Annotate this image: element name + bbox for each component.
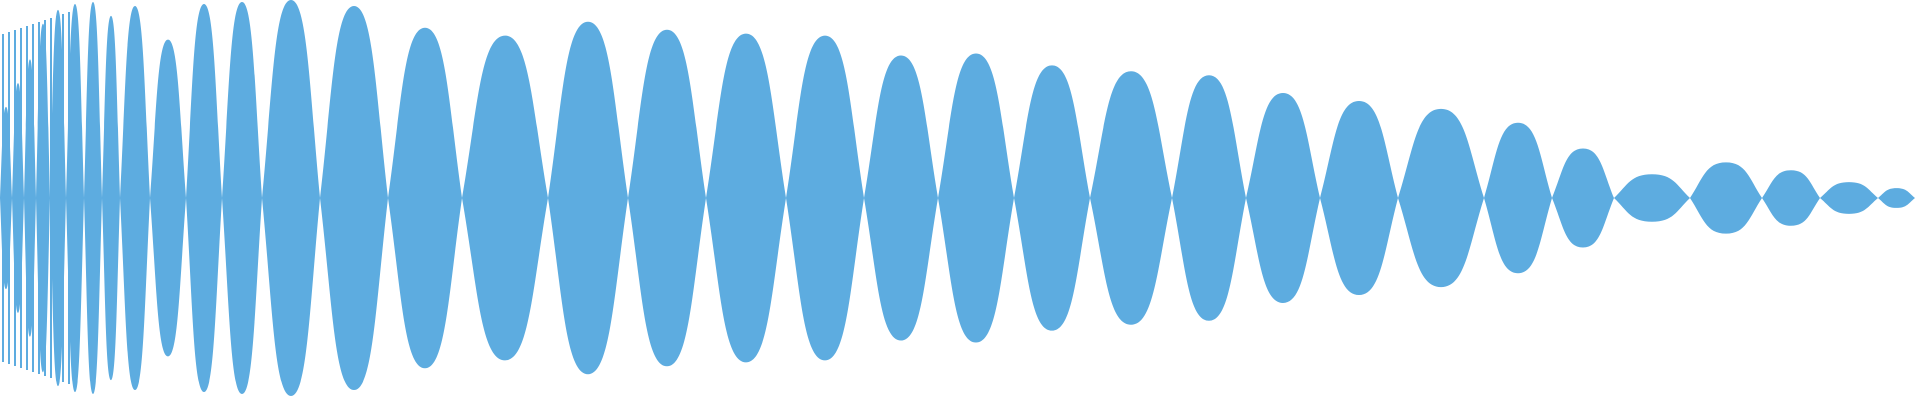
waveform-lobe <box>1820 182 1878 214</box>
waveform-lobe <box>1090 71 1172 325</box>
waveform-lobe <box>1552 148 1614 248</box>
waveform-lobe <box>1014 65 1090 331</box>
waveform-spike <box>38 22 40 374</box>
waveform-lobe <box>628 29 706 367</box>
waveform-lobe <box>938 53 1014 343</box>
waveform-lobe <box>0 106 12 290</box>
waveform-lobe <box>1690 162 1762 234</box>
waveform-lobe <box>864 55 938 341</box>
waveform-spike <box>14 30 16 366</box>
waveform-lobe <box>1762 170 1820 226</box>
waveform-spike <box>56 16 58 380</box>
waveform-lobe <box>786 35 864 361</box>
waveform-lobe <box>1484 122 1552 274</box>
waveform-lobe <box>1398 108 1484 288</box>
waveform-lobe <box>388 27 462 369</box>
waveform-lobe <box>1320 100 1398 296</box>
waveform-lobe <box>1614 174 1690 222</box>
waveform-lobe <box>706 33 786 363</box>
waveform-lobe <box>12 83 24 313</box>
waveform-spike <box>62 14 64 382</box>
waveform-lobe <box>66 3 84 393</box>
waveform-lobe <box>120 5 150 391</box>
waveform-lobe <box>1172 75 1246 321</box>
waveform-lobe <box>102 15 120 381</box>
waveform-spike <box>32 24 34 372</box>
waveform-lobe <box>1878 188 1915 208</box>
waveform-spike <box>26 26 28 370</box>
waveform-spike <box>2 34 4 362</box>
waveform-spike <box>20 28 22 368</box>
waveform-lobe <box>320 5 388 391</box>
waveform-lobe <box>262 0 320 396</box>
waveform-spike <box>44 20 46 376</box>
waveform-lobe <box>1246 93 1320 303</box>
waveform-lobe <box>150 39 186 357</box>
waveform-spike <box>8 32 10 364</box>
waveform-spike <box>50 18 52 378</box>
waveform-spike <box>68 12 70 384</box>
waveform-lobe <box>186 3 222 393</box>
waveform-lobe <box>24 59 36 337</box>
waveform-lobe <box>548 21 628 375</box>
waveform-lobe <box>222 1 262 395</box>
waveform-lobe <box>462 35 548 361</box>
waveform-lobe <box>84 1 102 395</box>
